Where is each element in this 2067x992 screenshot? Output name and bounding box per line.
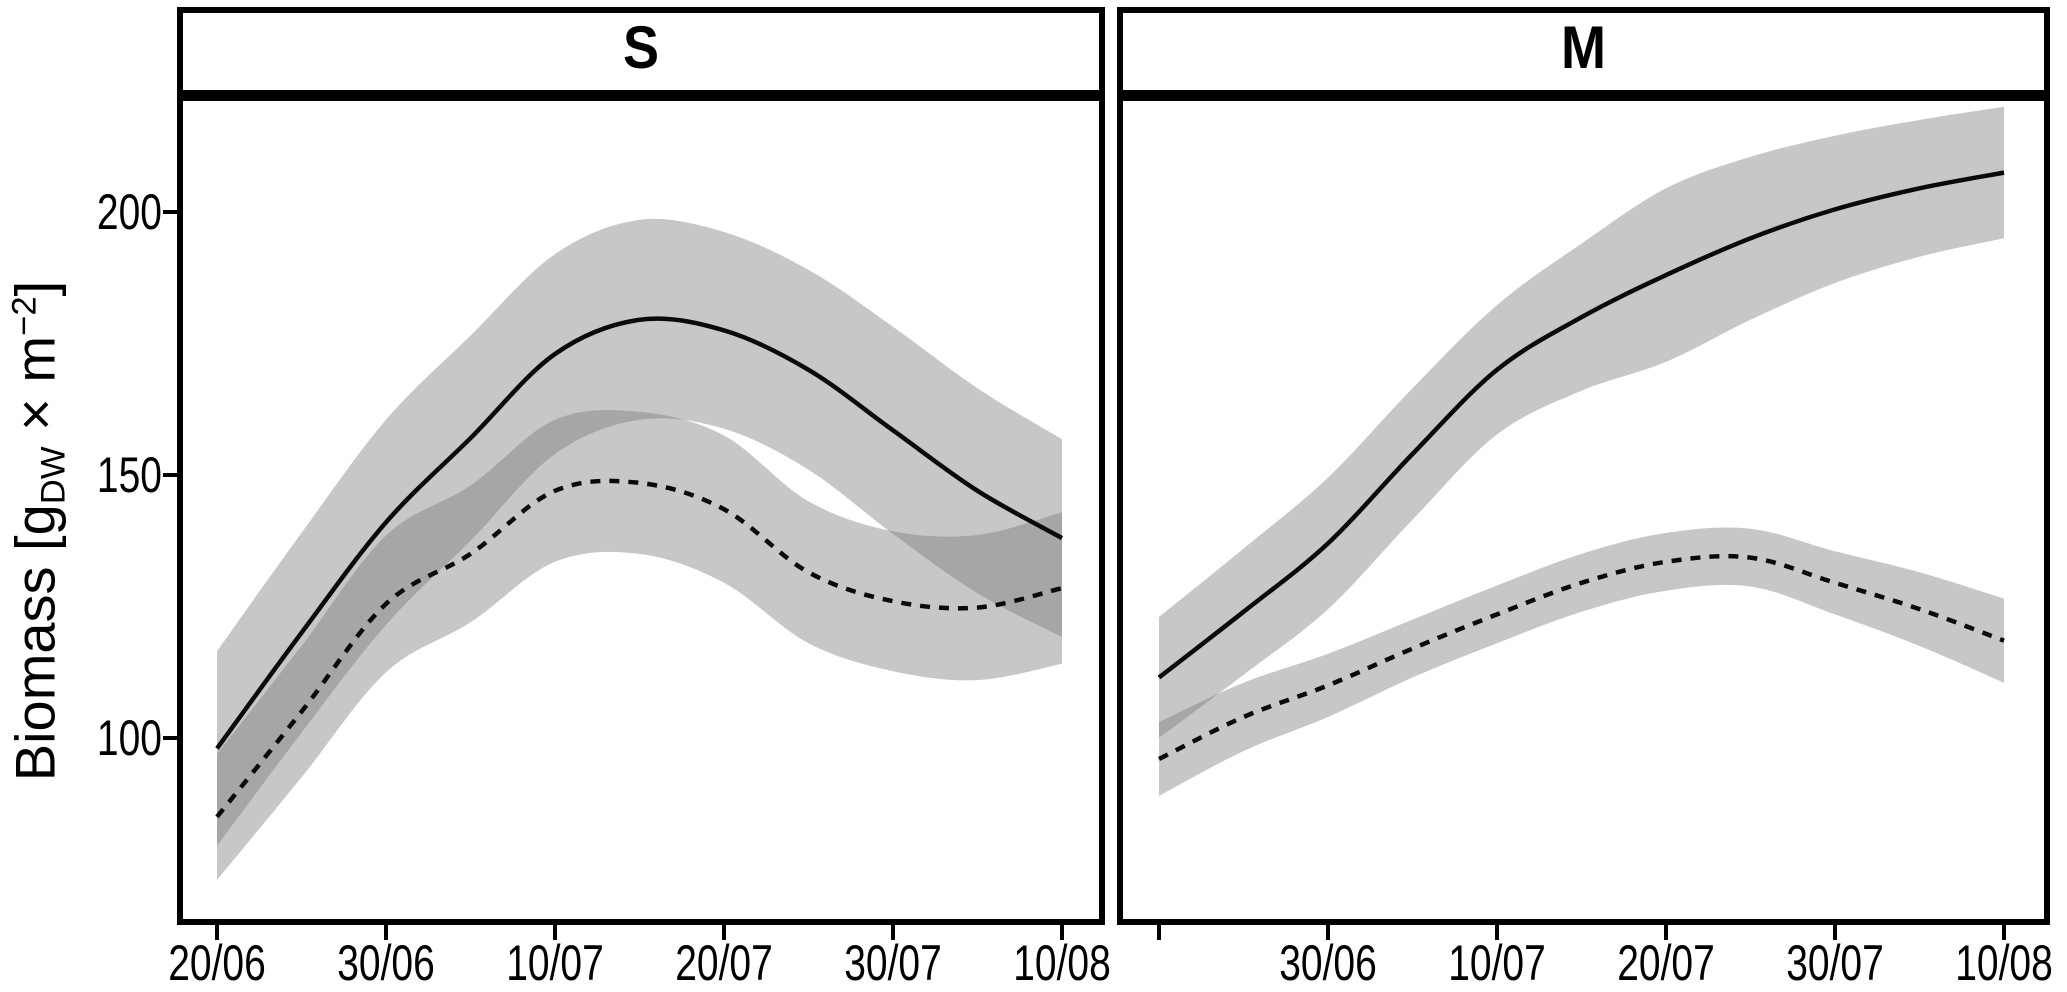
y-axis-tick-label: 150 [96, 447, 162, 503]
facet-strip-label-s: S [622, 14, 660, 81]
x-axis-tick-label: 30/07 [1786, 935, 1884, 991]
x-axis-tick-label: 20/06 [168, 935, 266, 991]
x-axis-tick-label: 30/07 [844, 935, 942, 991]
solid-trend-line-S [215, 316, 1064, 750]
dashed-trend-line-M [1157, 553, 2005, 762]
dashed-trend-line-S [215, 478, 1063, 819]
panel-border-S [177, 7, 1105, 925]
x-axis-tick-label: 20/07 [675, 935, 773, 991]
x-axis-tick-label: 30/06 [337, 935, 435, 991]
y-axis-title: Biomass [gDW × m−2] [3, 281, 74, 781]
x-axis-tick-label: 30/06 [1279, 935, 1377, 991]
confidence-ribbon-dashed-S [217, 410, 1062, 880]
confidence-ribbon-solid-S [217, 218, 1062, 846]
y-axis-tick-label: 100 [96, 710, 162, 766]
y-axis-title-suffix: ] [3, 280, 67, 297]
confidence-ribbon-dashed-M [1159, 527, 2004, 796]
confidence-ribbon-solid-M [1159, 106, 2004, 739]
y-axis-tick-label: 200 [96, 184, 162, 240]
facet-strip-label-m: M [1561, 14, 1606, 81]
x-axis-tick-label: 10/07 [506, 935, 604, 991]
solid-trend-line-M [1157, 170, 2005, 680]
x-axis-tick-label: 10/08 [1955, 935, 2053, 991]
y-axis-title-superscript: −2 [5, 296, 44, 336]
y-axis-title-mid: × m [3, 335, 67, 447]
x-axis-tick-label: 10/08 [1013, 935, 1111, 991]
panel-border-M [1117, 7, 2050, 925]
x-axis-tick-label: 10/07 [1448, 935, 1546, 991]
x-axis-tick-label: 20/07 [1617, 935, 1715, 991]
